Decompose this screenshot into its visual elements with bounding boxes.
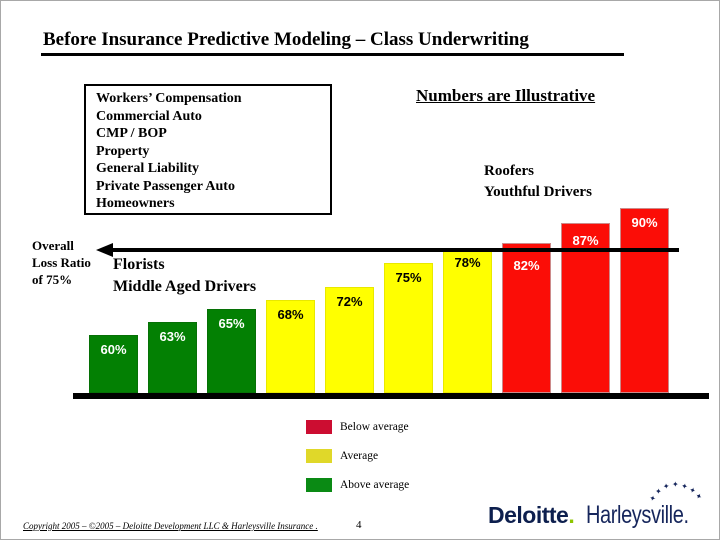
- high-risk-class: Roofers: [484, 163, 534, 179]
- star-icon: ✦: [662, 481, 671, 492]
- bar-60pct: 60%: [89, 335, 138, 393]
- legend-label: Above average: [340, 479, 410, 491]
- lob-item: CMP / BOP: [96, 126, 167, 141]
- lob-item: Homeowners: [96, 196, 175, 211]
- bar-value-label: 78%: [454, 255, 481, 270]
- legend-swatch-red: [306, 420, 332, 434]
- deloitte-green-dot-icon: .: [568, 502, 575, 528]
- bar-90pct: 90%: [620, 208, 669, 393]
- bar-82pct: 82%: [502, 243, 551, 393]
- bar-chart: 60% 63% 65% 68% 72% 75% 78% 82% 87% 90%: [73, 201, 713, 393]
- bar-75pct: 75%: [384, 263, 433, 393]
- bar-68pct: 68%: [266, 300, 315, 393]
- lines-of-business-box: Workers’ Compensation Commercial Auto CM…: [84, 84, 332, 215]
- legend-label: Average: [340, 450, 379, 462]
- lob-item: Commercial Auto: [96, 108, 202, 124]
- illustrative-note: Numbers are Illustrative: [416, 86, 596, 105]
- legend-label: Below average: [340, 421, 409, 433]
- overall-loss-ratio-label: Overall Loss Ratio of 75%: [32, 238, 91, 287]
- bar-value-label: 68%: [277, 307, 304, 322]
- copyright-text: Copyright 2005 – ©2005 – Deloitte Develo…: [23, 521, 318, 531]
- lob-item: General Liability: [96, 161, 200, 176]
- bar-value-label: 75%: [395, 270, 422, 285]
- bar-value-label: 90%: [631, 215, 658, 230]
- chart-baseline-axis: [73, 393, 709, 399]
- bar-63pct: 63%: [148, 322, 197, 393]
- low-risk-class: Florists: [113, 256, 165, 273]
- bar-72pct: 72%: [325, 287, 374, 393]
- title-underline: [41, 53, 624, 56]
- bar-value-label: 82%: [513, 258, 540, 273]
- harleysville-wordmark: Harleysville: [586, 501, 684, 529]
- star-icon: ✦: [672, 480, 679, 489]
- page-number: 4: [356, 519, 362, 531]
- bar-65pct: 65%: [207, 309, 256, 393]
- harleysville-dot: .: [683, 501, 689, 529]
- lob-item: Property: [96, 143, 150, 159]
- legend-swatch-green: [306, 478, 332, 492]
- low-risk-classes: Florists Middle Aged Drivers: [113, 254, 256, 298]
- overall-loss-ratio-reference-line: [111, 248, 679, 252]
- bar-value-label: 60%: [100, 342, 127, 357]
- deloitte-logo: Deloitte.: [488, 502, 575, 529]
- high-risk-classes: Roofers Youthful Drivers: [484, 161, 592, 203]
- reference-line-arrowhead-icon: [96, 243, 113, 257]
- bar-value-label: 63%: [159, 329, 186, 344]
- slide-title: Before Insurance Predictive Modeling – C…: [43, 29, 529, 50]
- lob-item: Workers’ Compensation: [96, 91, 242, 106]
- bar-value-label: 87%: [572, 233, 599, 248]
- bar-78pct: 78%: [443, 248, 492, 393]
- bar-value-label: 65%: [218, 316, 245, 331]
- bar-value-label: 72%: [336, 294, 363, 309]
- legend-swatch-yellow: [306, 449, 332, 463]
- high-risk-class: Youthful Drivers: [484, 184, 592, 200]
- low-risk-class: Middle Aged Drivers: [113, 278, 257, 295]
- harleysville-logo: Harleysville.: [586, 501, 689, 530]
- deloitte-wordmark: Deloitte: [488, 502, 569, 528]
- lob-item: Private Passenger Auto: [96, 178, 235, 194]
- star-icon: ✦: [680, 481, 689, 492]
- star-icon: ✦: [654, 486, 663, 497]
